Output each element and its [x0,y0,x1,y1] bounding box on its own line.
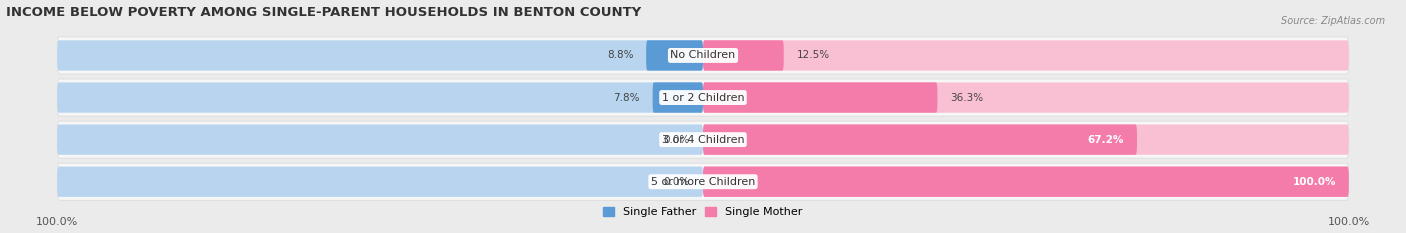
Text: 3 or 4 Children: 3 or 4 Children [662,135,744,145]
FancyBboxPatch shape [703,82,1348,113]
Text: 12.5%: 12.5% [797,51,830,60]
Legend: Single Father, Single Mother: Single Father, Single Mother [603,207,803,217]
Text: 5 or more Children: 5 or more Children [651,177,755,187]
FancyBboxPatch shape [703,124,1348,155]
FancyBboxPatch shape [703,40,783,71]
Text: INCOME BELOW POVERTY AMONG SINGLE-PARENT HOUSEHOLDS IN BENTON COUNTY: INCOME BELOW POVERTY AMONG SINGLE-PARENT… [6,6,641,19]
Text: 67.2%: 67.2% [1088,135,1123,145]
Text: 8.8%: 8.8% [607,51,633,60]
Text: 7.8%: 7.8% [613,93,640,103]
FancyBboxPatch shape [58,163,1348,200]
Text: 0.0%: 0.0% [664,177,690,187]
Text: 36.3%: 36.3% [950,93,983,103]
Text: 0.0%: 0.0% [664,135,690,145]
FancyBboxPatch shape [703,124,1137,155]
Text: Source: ZipAtlas.com: Source: ZipAtlas.com [1281,16,1385,26]
FancyBboxPatch shape [703,167,1348,197]
FancyBboxPatch shape [58,124,703,155]
FancyBboxPatch shape [58,37,1348,74]
FancyBboxPatch shape [58,82,703,113]
Text: 100.0%: 100.0% [1292,177,1336,187]
Text: 1 or 2 Children: 1 or 2 Children [662,93,744,103]
Text: No Children: No Children [671,51,735,60]
FancyBboxPatch shape [58,79,1348,116]
FancyBboxPatch shape [652,82,703,113]
FancyBboxPatch shape [58,167,703,197]
FancyBboxPatch shape [647,40,703,71]
FancyBboxPatch shape [58,121,1348,158]
FancyBboxPatch shape [703,40,1348,71]
FancyBboxPatch shape [58,40,703,71]
FancyBboxPatch shape [703,82,938,113]
FancyBboxPatch shape [703,167,1348,197]
